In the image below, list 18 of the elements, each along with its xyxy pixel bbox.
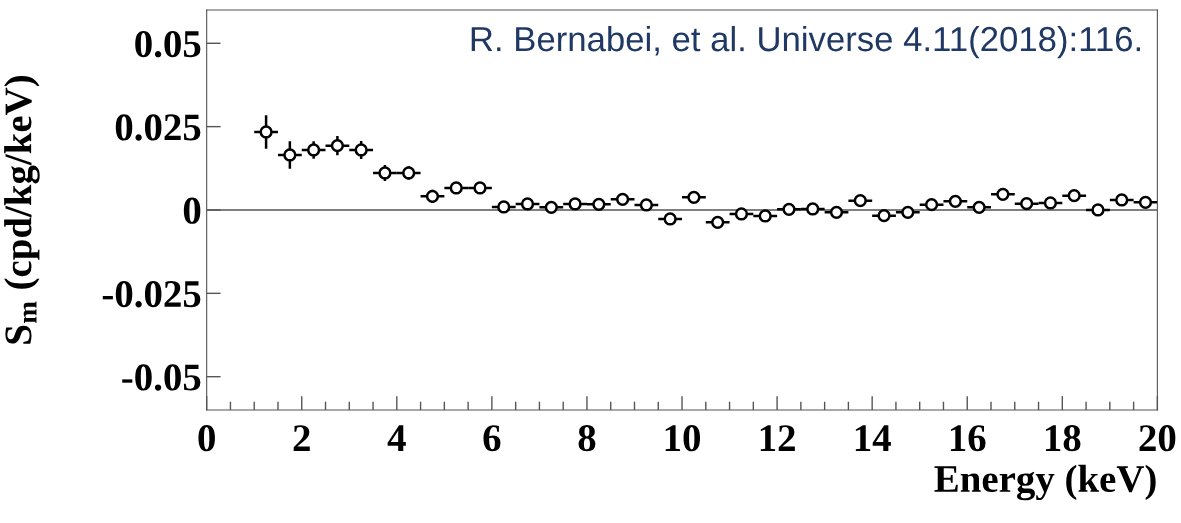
x-tick-label: 18 xyxy=(1045,425,1081,452)
x-tick-label: 14 xyxy=(855,425,891,451)
y-tick-label: -0.025 xyxy=(102,280,201,308)
x-axis-title: Energy (keV) xyxy=(934,464,1156,501)
y-tick-label: 0.05 xyxy=(135,30,201,58)
x-tick-label: 12 xyxy=(760,425,795,451)
x-tick-label: 2 xyxy=(293,425,310,451)
y-tick-label: 0 xyxy=(183,197,201,224)
y-tick-label: 0.025 xyxy=(115,114,201,141)
x-tick-label: 20 xyxy=(1139,425,1176,452)
x-tick-label: 16 xyxy=(950,425,986,452)
y-axis-title: S$_{m}$ (cpd/kg/keV) xyxy=(4,76,40,344)
x-tick-label: 10 xyxy=(665,425,700,452)
y-tick-label: -0.05 xyxy=(122,364,201,391)
x-tick-label: 4 xyxy=(387,425,406,451)
x-tick-label: 6 xyxy=(483,425,501,452)
x-tick-label: 8 xyxy=(578,425,596,452)
annotation: R. Bernabei, et al. Universe 4.11(2018):116. xyxy=(471,25,1140,59)
